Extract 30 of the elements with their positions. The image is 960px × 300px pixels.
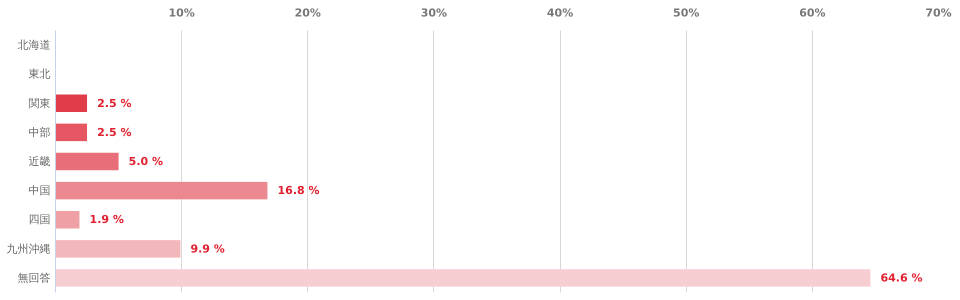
data-label: 1.9 % (90, 213, 124, 226)
data-label: 2.5 % (97, 126, 132, 139)
y-tick-label: 東北 (28, 68, 50, 81)
bar (56, 124, 88, 142)
y-tick-label: 九州沖縄 (6, 242, 50, 256)
x-tick-label: 50% (673, 6, 700, 20)
data-label: 16.8 % (278, 184, 320, 198)
data-label: 2.5 % (97, 96, 132, 110)
x-tick-label: 20% (294, 6, 321, 20)
bar (56, 210, 80, 228)
y-tick-label: 中国 (28, 184, 50, 198)
y-tick-label: 近畿 (28, 155, 50, 168)
y-tick-label: 無回答 (18, 271, 50, 284)
y-tick-label: 関東 (28, 96, 50, 110)
data-label: 9.9 % (190, 242, 225, 256)
y-tick-label: 四国 (28, 213, 50, 226)
x-tick-label: 10% (168, 6, 195, 20)
bar (56, 152, 119, 170)
y-tick-label: 北海道 (18, 38, 50, 52)
bar (56, 240, 180, 258)
data-label: 64.6 % (880, 271, 922, 284)
x-tick-label: 30% (420, 6, 448, 20)
data-label: 5.0 % (128, 155, 164, 168)
bar (56, 94, 88, 112)
x-tick-label: 60% (799, 6, 826, 20)
y-tick-label: 中部 (28, 126, 50, 139)
x-tick-label: 70% (925, 6, 952, 20)
bar (56, 269, 870, 287)
bar (56, 182, 268, 200)
x-tick-label: 40% (546, 6, 574, 20)
